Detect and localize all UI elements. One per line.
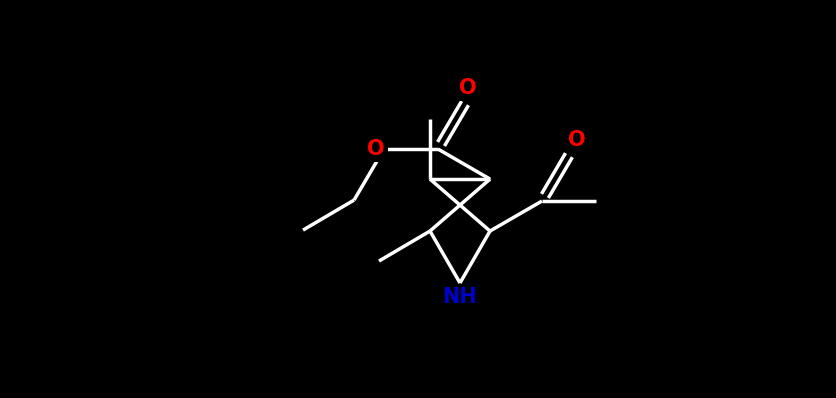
Text: O: O <box>568 130 585 150</box>
Text: O: O <box>459 78 477 98</box>
Text: O: O <box>367 139 385 159</box>
Text: NH: NH <box>442 287 477 307</box>
